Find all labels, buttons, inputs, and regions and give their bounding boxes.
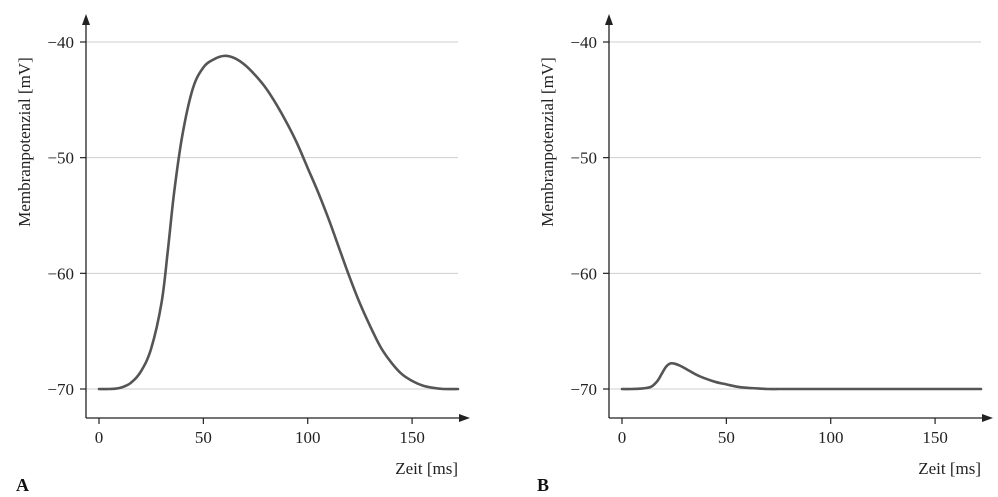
y-axis-title: Membranpotenzial [mV]: [538, 57, 557, 226]
x-tick-label: 50: [718, 428, 735, 447]
x-tick-label: 150: [399, 428, 425, 447]
x-tick-label: 150: [922, 428, 948, 447]
y-tick-label: −40: [570, 33, 597, 52]
y-tick-label: −40: [47, 33, 74, 52]
series-line: [97, 54, 460, 391]
x-tick-label: 0: [618, 428, 627, 447]
x-axis-arrow-icon: [982, 414, 993, 422]
x-axis-title: Zeit [ms]: [395, 459, 458, 478]
y-axis-title: Membranpotenzial [mV]: [15, 57, 34, 226]
series-line: [620, 361, 983, 391]
y-tick-label: −70: [47, 380, 74, 399]
y-axis-arrow-icon: [605, 14, 613, 25]
x-tick-label: 100: [818, 428, 844, 447]
y-tick-label: −50: [47, 149, 74, 168]
x-tick-label: 0: [95, 428, 104, 447]
x-axis-title: Zeit [ms]: [918, 459, 981, 478]
x-tick-label: 100: [295, 428, 321, 447]
panel-letter: B: [537, 475, 549, 495]
y-tick-label: −50: [570, 149, 597, 168]
y-tick-label: −60: [570, 264, 597, 283]
x-axis-arrow-icon: [459, 414, 470, 422]
y-tick-label: −60: [47, 264, 74, 283]
panel-b: −40 −50 −60 −70 0 50 100 150 Membranpotenzial [m…: [537, 14, 993, 495]
y-tick-label: −70: [570, 380, 597, 399]
panel-letter: A: [16, 475, 29, 495]
x-tick-label: 50: [195, 428, 212, 447]
y-axis-arrow-icon: [82, 14, 90, 25]
panel-a: −40 −50 −60 −70 0 50 100 150 Membranpotenzial [m…: [15, 14, 470, 495]
